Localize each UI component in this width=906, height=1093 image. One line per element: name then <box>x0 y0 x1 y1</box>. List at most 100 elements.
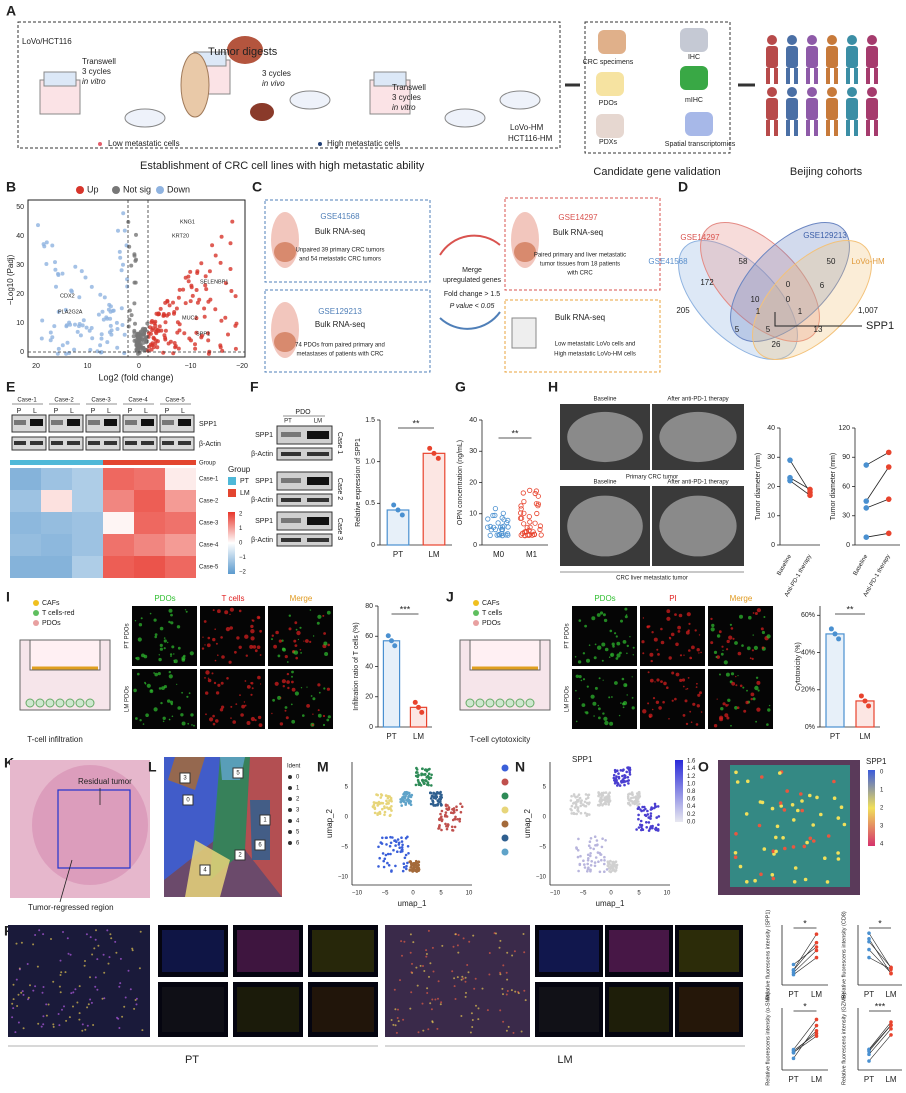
signal <box>27 996 30 999</box>
cell <box>444 804 448 808</box>
cell <box>432 791 436 795</box>
point <box>487 523 493 530</box>
signal <box>303 640 305 642</box>
label: Establishment of CRC cell lines with hig… <box>140 160 425 172</box>
person <box>774 120 778 136</box>
cell <box>576 855 580 859</box>
signal <box>421 1002 424 1005</box>
signal <box>596 613 601 617</box>
signal <box>601 659 604 662</box>
cell <box>615 781 619 784</box>
plot-frame <box>27 199 246 358</box>
spot <box>760 775 764 779</box>
signal <box>624 607 628 611</box>
cluster-box <box>234 849 246 861</box>
signal <box>746 646 751 651</box>
cell <box>650 807 653 811</box>
legend-dot <box>156 186 164 194</box>
signal <box>161 686 165 690</box>
legend-dot <box>288 819 292 823</box>
label: PT PDOs <box>125 623 131 648</box>
signal <box>137 672 140 676</box>
signal <box>716 655 720 659</box>
signal <box>250 681 254 685</box>
signal <box>212 722 216 726</box>
point <box>177 287 182 292</box>
label: 74 PDOs from paired primary and <box>295 343 385 349</box>
band <box>307 431 329 439</box>
point <box>149 320 154 325</box>
cell <box>396 850 399 853</box>
point <box>199 335 204 340</box>
signal <box>293 650 299 655</box>
point <box>52 324 57 329</box>
signal <box>603 716 608 721</box>
dish <box>499 90 541 110</box>
dashed-box <box>504 299 661 373</box>
label: Case-5 <box>165 398 185 404</box>
cell <box>585 801 589 805</box>
cell <box>615 778 618 782</box>
signal <box>171 645 175 649</box>
point <box>90 336 95 341</box>
spot <box>808 836 813 841</box>
signal <box>310 695 313 697</box>
cell <box>451 811 455 815</box>
micrograph <box>8 925 150 1037</box>
signal <box>593 715 595 717</box>
cell <box>383 857 387 861</box>
cell <box>430 773 433 777</box>
point <box>233 294 238 299</box>
signal <box>720 707 724 711</box>
spot <box>800 808 804 813</box>
pdo <box>75 698 85 708</box>
signal <box>452 945 455 948</box>
point <box>98 343 103 348</box>
y-tick-label: 0.5 <box>365 500 375 507</box>
spot <box>745 880 749 884</box>
point <box>87 328 92 333</box>
y-tick-label: 10 <box>16 320 24 327</box>
signal <box>506 990 509 992</box>
cell <box>586 870 589 873</box>
point <box>100 309 105 314</box>
label: Group <box>199 461 216 467</box>
signal <box>602 712 605 715</box>
signal <box>322 714 326 718</box>
signal <box>748 615 752 620</box>
point <box>207 269 212 274</box>
signal <box>422 1029 425 1032</box>
replicate-dot <box>412 699 418 705</box>
signal <box>170 613 173 617</box>
cell <box>417 866 421 870</box>
label: 2 <box>239 512 243 518</box>
signal <box>687 629 690 632</box>
pair-line <box>868 957 892 970</box>
venn-count: 1 <box>756 307 761 316</box>
dashed-box <box>584 21 731 154</box>
signal <box>694 629 697 632</box>
cell <box>578 863 582 867</box>
cell <box>436 800 440 803</box>
heat-cell <box>41 512 72 534</box>
person <box>767 87 777 97</box>
x-tick-label: LM <box>885 1075 896 1084</box>
ct-body <box>659 495 737 557</box>
label: SPP1 <box>572 755 593 764</box>
point <box>161 312 166 316</box>
point <box>78 333 83 338</box>
signal <box>752 634 754 636</box>
signal <box>62 931 64 933</box>
cell <box>378 812 382 815</box>
signal <box>588 644 591 646</box>
cell <box>454 815 457 819</box>
signal <box>488 952 491 954</box>
point <box>194 316 199 321</box>
panel-label: N <box>515 759 525 775</box>
significance: ** <box>511 428 519 438</box>
signal <box>299 648 302 651</box>
signal <box>72 991 75 994</box>
gene-label: KRT20 <box>172 233 189 239</box>
signal <box>306 704 310 708</box>
pdo <box>65 698 75 708</box>
